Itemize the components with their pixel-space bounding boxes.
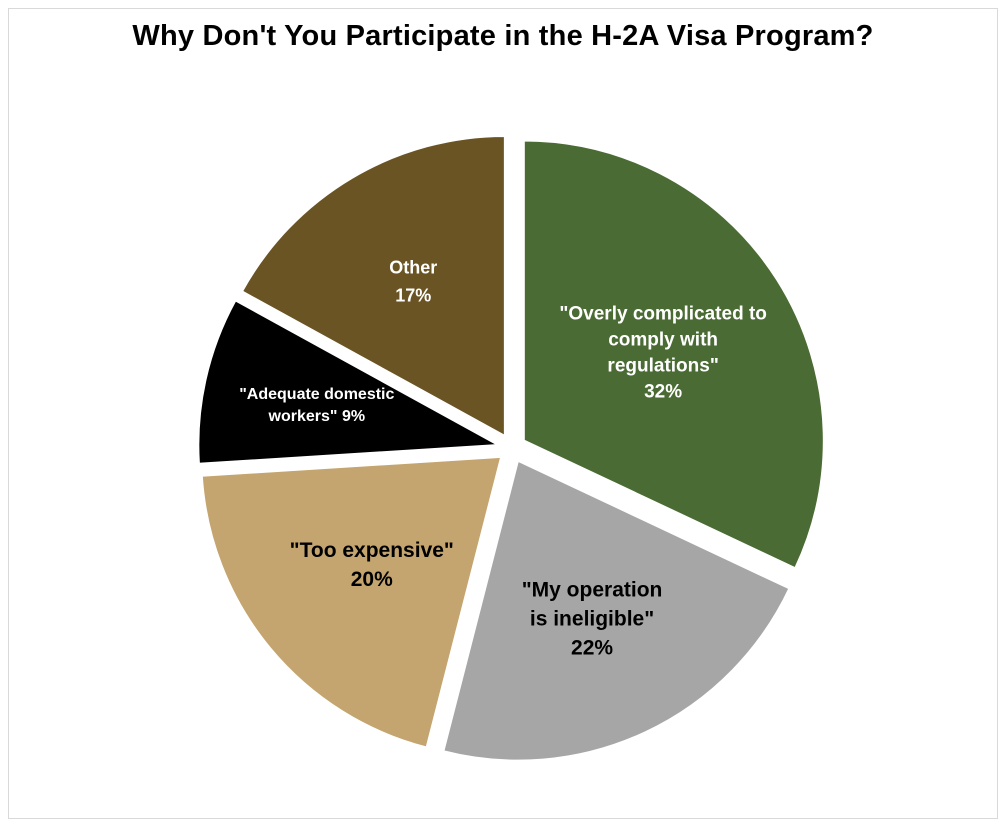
slice-label-line: "My operation [522,578,663,601]
chart-title: Why Don't You Participate in the H-2A Vi… [132,20,874,52]
slice-label-4: Other 17% [389,257,437,305]
slice-label-line: is ineligible" [530,607,654,630]
slice-label-line: Other [389,257,437,277]
slice-label-line: "Too expensive" [290,539,454,562]
pie-slice-3 [197,299,502,465]
slice-label-line: 22% [571,636,613,659]
pie-slice-0 [522,139,825,570]
slice-label-line: "Adequate domestic [239,386,394,403]
slice-label-line: regulations" [607,356,718,377]
slice-label-line: workers" 9% [268,408,366,425]
pie-slice-2 [200,455,503,749]
slice-label-3: "Adequate domestic workers" 9% [239,386,394,425]
slice-label-line: 20% [351,568,393,591]
slice-label-line: 32% [644,382,682,403]
slice-label-0: "Overly complicated to comply with regulat… [559,304,767,403]
pie-slice-4 [240,134,506,438]
slice-label-line: 17% [395,285,431,305]
slice-label-1: "My operation is ineligible" 22% [522,578,663,659]
slice-label-2: "Too expensive" 20% [290,539,454,591]
pie-slice-1 [442,459,791,762]
slice-label-line: comply with [608,330,718,351]
slice-label-line: "Overly complicated to [559,304,767,325]
